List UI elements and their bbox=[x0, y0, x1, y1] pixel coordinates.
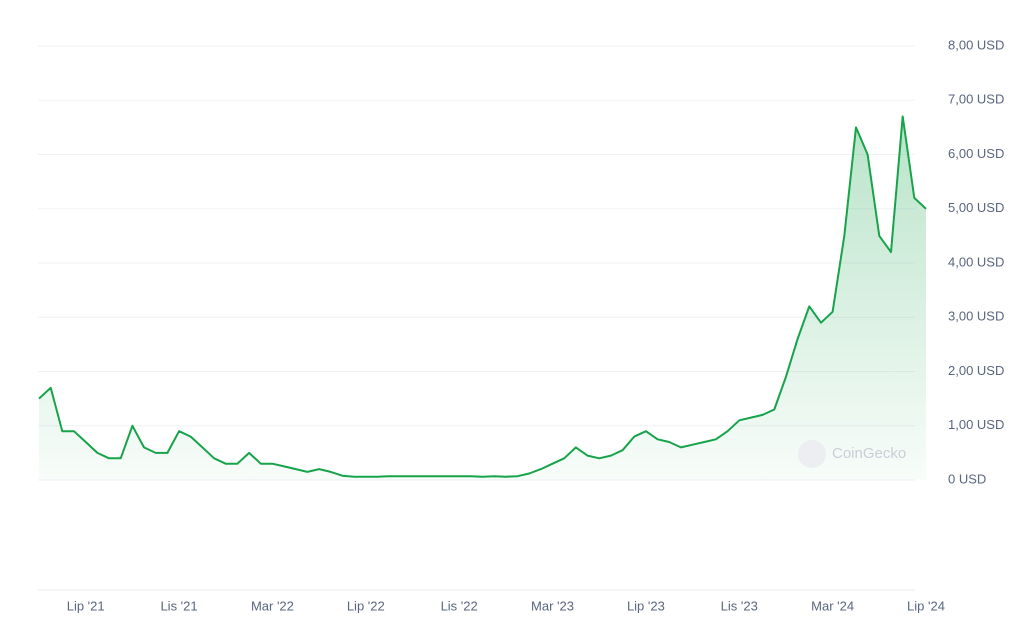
x-tick-label: Mar '23 bbox=[531, 598, 574, 613]
x-tick-label: Lip '23 bbox=[627, 598, 665, 613]
y-tick-label: 5,00 USD bbox=[948, 200, 1004, 215]
x-tick-label: Lis '22 bbox=[441, 598, 478, 613]
y-tick-label: 4,00 USD bbox=[948, 254, 1004, 269]
x-tick-label: Lis '21 bbox=[160, 598, 197, 613]
y-tick-label: 1,00 USD bbox=[948, 417, 1004, 432]
watermark-logo bbox=[798, 440, 826, 468]
area bbox=[39, 116, 926, 480]
x-tick-label: Mar '22 bbox=[251, 598, 294, 613]
y-tick-label: 3,00 USD bbox=[948, 309, 1004, 324]
x-tick-label: Lip '21 bbox=[67, 598, 105, 613]
y-tick-label: 7,00 USD bbox=[948, 92, 1004, 107]
y-tick-label: 2,00 USD bbox=[948, 363, 1004, 378]
price-line bbox=[38, 115, 927, 478]
y-tick-label: 0 USD bbox=[948, 471, 986, 486]
x-tick-label: Lip '24 bbox=[907, 598, 945, 613]
x-tick-label: Lip '22 bbox=[347, 598, 385, 613]
y-tick-label: 6,00 USD bbox=[948, 146, 1004, 161]
x-tick-label: Lis '23 bbox=[721, 598, 758, 613]
x-tick-label: Mar '24 bbox=[811, 598, 854, 613]
y-tick-label: 8,00 USD bbox=[948, 37, 1004, 52]
watermark: CoinGecko bbox=[832, 445, 906, 462]
